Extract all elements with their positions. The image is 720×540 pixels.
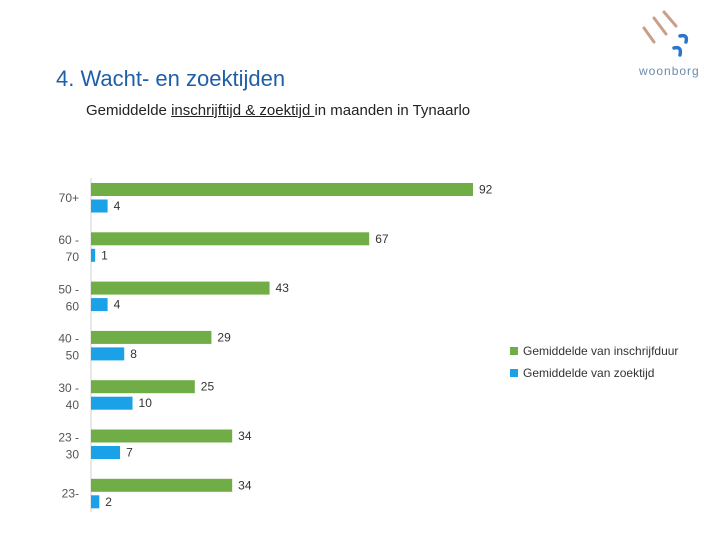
bar-zoektijd: [91, 347, 125, 361]
bar-inschrijfduur: [91, 232, 370, 246]
data-label: 1: [101, 248, 108, 262]
bar-zoektijd: [91, 396, 133, 410]
bar-inschrijfduur: [91, 478, 233, 492]
bar-zoektijd: [91, 248, 96, 262]
chart-subtitle: Gemiddelde inschrijftijd & zoektijd in m…: [86, 102, 470, 119]
bar-inschrijfduur: [91, 330, 212, 344]
logo-text: woonborg: [639, 64, 700, 78]
data-label: 4: [114, 298, 121, 312]
bar-zoektijd: [91, 446, 121, 459]
category-label: 30: [66, 447, 80, 461]
data-label: 25: [201, 380, 215, 394]
bar-zoektijd: [91, 298, 108, 312]
category-label: 23 -: [58, 430, 79, 444]
data-label: 7: [126, 446, 133, 460]
data-label: 2: [105, 495, 112, 509]
category-label: 50: [66, 349, 80, 363]
category-label: 60 -: [58, 233, 79, 247]
subtitle-underlined: inschrijftijd & zoektijd: [171, 102, 315, 119]
subtitle-prefix: Gemiddelde: [86, 102, 172, 119]
data-label: 43: [276, 281, 290, 295]
data-label: 8: [130, 347, 137, 361]
chart-legend: Gemiddelde van inschrijfduur Gemiddelde …: [510, 340, 678, 384]
category-label: 60: [66, 299, 80, 313]
bar-inschrijfduur: [91, 380, 195, 394]
data-label: 29: [217, 330, 231, 344]
bar-zoektijd: [91, 199, 108, 213]
bar-zoektijd: [91, 495, 100, 509]
legend-swatch-green: [510, 347, 518, 355]
woonborg-logo-icon: [642, 10, 689, 57]
legend-item-inschrijfduur: Gemiddelde van inschrijfduur: [510, 340, 678, 362]
category-label: 23-: [62, 487, 79, 501]
page-title: 4. Wacht- en zoektijden: [56, 66, 286, 91]
bar-inschrijfduur: [91, 183, 473, 196]
data-label: 67: [375, 232, 389, 246]
data-label: 10: [139, 396, 153, 410]
data-label: 34: [238, 478, 252, 492]
category-label: 40 -: [58, 332, 79, 346]
data-label: 34: [238, 429, 252, 443]
category-label: 40: [66, 398, 80, 412]
legend-swatch-blue: [510, 369, 518, 377]
category-label: 50 -: [58, 282, 79, 296]
data-label: 4: [114, 199, 121, 213]
legend-label-inschrijfduur: Gemiddelde van inschrijfduur: [523, 344, 679, 358]
legend-label-zoektijd: Gemiddelde van zoektijd: [523, 366, 655, 380]
category-label: 70+: [59, 191, 79, 205]
subtitle-suffix: in maanden in Tynaarlo: [314, 102, 471, 119]
legend-item-zoektijd: Gemiddelde van zoektijd: [510, 362, 678, 384]
category-label: 30 -: [58, 381, 79, 395]
bar-inschrijfduur: [91, 281, 270, 295]
data-label: 92: [479, 183, 493, 197]
category-label: 70: [66, 250, 80, 264]
bar-inschrijfduur: [91, 429, 233, 443]
